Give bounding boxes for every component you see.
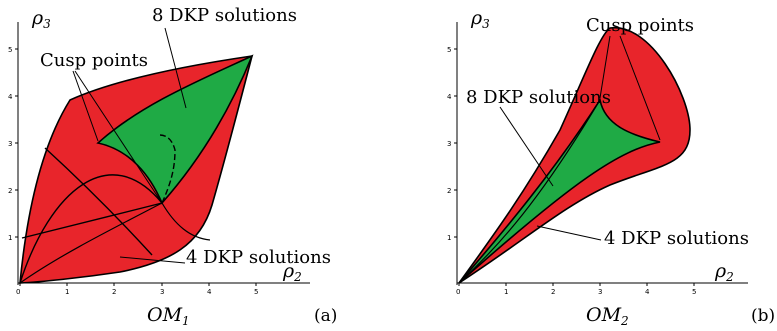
- panel-b-x-tick-label: 0: [456, 288, 460, 296]
- panel-b-x-tick-label: 2: [551, 288, 555, 296]
- panel-a-y-tick-label: 2: [8, 187, 12, 195]
- panel-a-x-tick-label: 4: [207, 288, 212, 296]
- panel-b-leader-cusp: [619, 35, 661, 141]
- panel-b-label-8-solutions: 8 DKP solutions: [466, 87, 611, 108]
- panel-b-x-tick-label: 1: [504, 288, 508, 296]
- panel-a-x-tick-label: 0: [16, 288, 20, 296]
- panel-b-label-cusp: Cusp points: [586, 15, 694, 36]
- panel-a-region-8-solutions: [96, 54, 254, 205]
- panel-a-leader-cusp: [72, 70, 99, 142]
- panel-b-x-tick-label: 5: [692, 288, 696, 296]
- panel-a-x-tick-label: 5: [254, 288, 258, 296]
- panel-a-tag: (a): [314, 306, 337, 326]
- panel-a-caption: OM1: [147, 304, 190, 328]
- panel-b-leader-4-solutions: [536, 225, 602, 241]
- panel-a-y-tick-label: 3: [8, 140, 12, 148]
- panel-a-singular-curve: [44, 147, 153, 256]
- panel-a-y-tick-label: 1: [8, 234, 12, 242]
- panel-b-region-8-solutions: [458, 97, 661, 284]
- panel-b-singular-curve: [458, 99, 601, 284]
- panel-a-leader-8-solutions: [164, 27, 187, 109]
- panel-a-singular-curve: [161, 202, 211, 241]
- panel-b-leader-cusp: [599, 35, 611, 99]
- panel-b-leader-8-solutions: [499, 106, 554, 187]
- panel-a-y-tick-label: 4: [8, 93, 13, 101]
- panel-a-singular-curve: [21, 202, 163, 239]
- panel-b-y-tick-label: 4: [447, 93, 452, 101]
- panel-a: 0 1 2 3 4 5 1 2 3 4 5 ρ3 ρ2 8 DKP soluti…: [8, 5, 337, 328]
- panel-a-x-ticks: 0 1 2 3 4 5: [16, 283, 258, 296]
- panel-a-singular-curve: [19, 174, 163, 284]
- panel-a-x-tick-label: 2: [112, 288, 116, 296]
- panel-b-tag: (b): [751, 306, 775, 326]
- panel-b-x-tick-label: 4: [645, 288, 650, 296]
- panel-b-x-ticks: 0 1 2 3 4 5: [456, 283, 696, 296]
- panel-b-x-axis-label: ρ2: [714, 260, 734, 284]
- panel-a-label-cusp: Cusp points: [40, 50, 148, 71]
- panel-b-label-4-solutions: 4 DKP solutions: [604, 228, 749, 249]
- panel-a-y-tick-label: 5: [8, 46, 12, 54]
- panel-b-caption: OM2: [586, 304, 629, 328]
- panel-b-y-tick-label: 3: [447, 140, 451, 148]
- panel-a-leader-4-solutions: [119, 256, 186, 264]
- panel-b-x-tick-label: 3: [598, 288, 602, 296]
- panel-b-y-ticks: 1 2 3 4 5: [447, 46, 457, 242]
- panel-a-leader-cusp: [74, 70, 161, 201]
- panel-a-label-4-solutions: 4 DKP solutions: [186, 247, 331, 268]
- panel-a-y-axis-label: ρ3: [31, 7, 51, 31]
- panel-a-y-ticks: 1 2 3 4 5: [8, 46, 18, 242]
- panel-a-x-tick-label: 3: [160, 288, 164, 296]
- panel-b-y-axis-label: ρ3: [470, 7, 490, 31]
- panel-b-y-tick-label: 2: [447, 187, 451, 195]
- panel-a-x-axis-label: ρ2: [282, 260, 302, 284]
- panel-b: 0 1 2 3 4 5 1 2 3 4 5 ρ3 ρ2 Cusp points …: [447, 7, 775, 328]
- panel-a-label-8-solutions: 8 DKP solutions: [152, 5, 297, 26]
- panel-a-x-tick-label: 1: [65, 288, 69, 296]
- panel-a-singular-curve: [19, 202, 163, 284]
- panel-b-y-tick-label: 5: [447, 46, 451, 54]
- panel-b-y-tick-label: 1: [447, 234, 451, 242]
- panel-a-singular-curve: [159, 134, 176, 204]
